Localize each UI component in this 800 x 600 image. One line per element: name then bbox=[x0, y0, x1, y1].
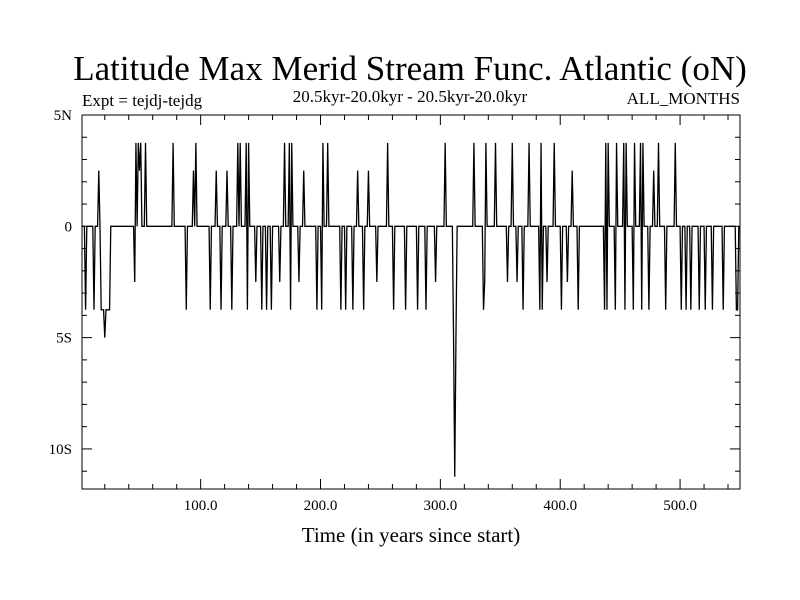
y-tick-label: 5S bbox=[56, 331, 72, 347]
series-line bbox=[82, 142, 740, 477]
x-tick-label: 200.0 bbox=[304, 498, 338, 514]
experiment-label: Expt = tejdj-tejdg bbox=[82, 91, 203, 110]
y-tick-label: 0 bbox=[65, 219, 73, 235]
y-tick-label: 10S bbox=[49, 442, 72, 458]
x-tick-label: 100.0 bbox=[184, 498, 218, 514]
x-axis-label: Time (in years since start) bbox=[302, 523, 521, 547]
x-tick-label: 500.0 bbox=[663, 498, 697, 514]
axis-ticks: 100.0 200.0 300.0 400.0 500.0 5N 0 5S 10S bbox=[49, 108, 740, 514]
plot-border bbox=[81, 114, 741, 490]
months-label: ALL_MONTHS bbox=[627, 89, 740, 108]
x-tick-label: 300.0 bbox=[423, 498, 457, 514]
plot-frame bbox=[81, 114, 741, 490]
y-tick-label: 5N bbox=[54, 108, 73, 124]
period-label: 20.5kyr-20.0kyr - 20.5kyr-20.0kyr bbox=[293, 87, 528, 106]
x-tick-label: 400.0 bbox=[543, 498, 577, 514]
series-group bbox=[82, 142, 740, 477]
chart-title: Latitude Max Merid Stream Func. Atlantic… bbox=[73, 49, 747, 88]
